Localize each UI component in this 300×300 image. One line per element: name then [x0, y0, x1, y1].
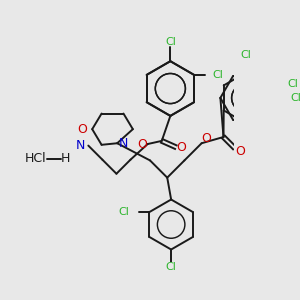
Text: Cl: Cl — [240, 50, 251, 60]
Text: Cl: Cl — [213, 70, 224, 80]
Text: O: O — [176, 141, 186, 154]
Text: O: O — [137, 137, 147, 151]
Text: O: O — [236, 145, 246, 158]
Text: Cl: Cl — [287, 79, 298, 89]
Text: HCl: HCl — [24, 152, 46, 165]
Text: Cl: Cl — [118, 207, 129, 217]
Text: Cl: Cl — [166, 262, 177, 272]
Text: O: O — [77, 123, 87, 136]
Text: Cl: Cl — [165, 38, 176, 47]
Text: N: N — [76, 139, 85, 152]
Text: H: H — [61, 152, 70, 165]
Text: N: N — [119, 137, 128, 150]
Text: Cl: Cl — [291, 93, 300, 103]
Text: O: O — [201, 132, 211, 145]
